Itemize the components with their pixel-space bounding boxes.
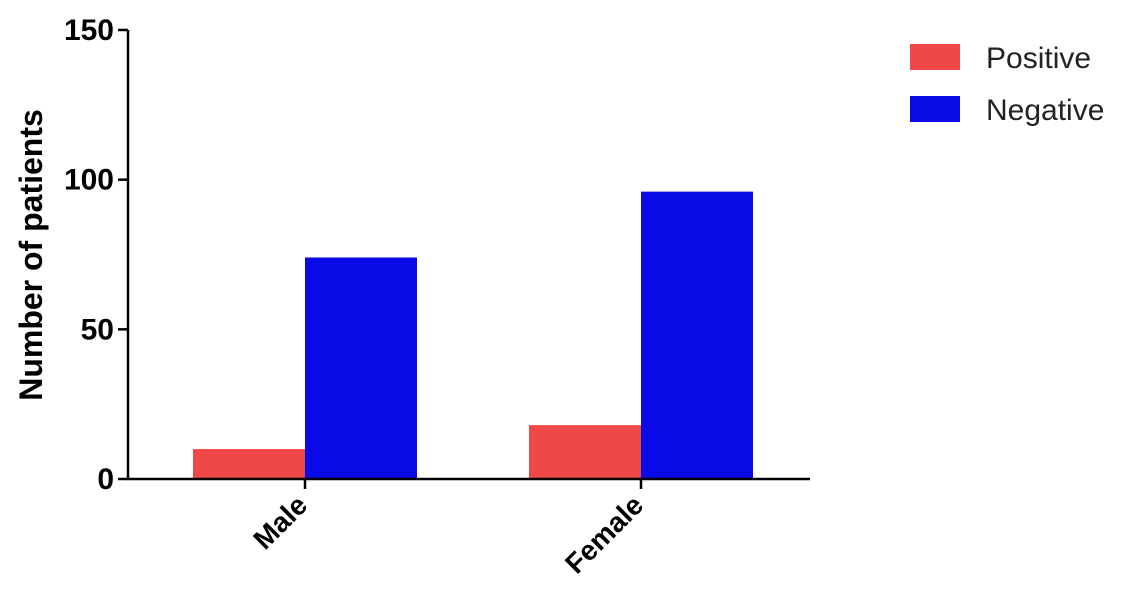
y-tick-label: 100 bbox=[64, 164, 114, 197]
bar-positive-female bbox=[529, 425, 641, 479]
legend-label-negative: Negative bbox=[986, 94, 1104, 127]
bars-group bbox=[193, 191, 753, 479]
bar-negative-male bbox=[305, 257, 417, 479]
bar-positive-male bbox=[193, 449, 305, 479]
y-tick-label: 0 bbox=[97, 463, 114, 496]
x-category-label-female: Female bbox=[559, 489, 649, 579]
legend-swatch-negative bbox=[910, 96, 960, 122]
bar-negative-female bbox=[641, 191, 753, 479]
x-category-group: Male Female bbox=[247, 479, 649, 579]
axes-group bbox=[126, 30, 810, 481]
legend-swatch-positive bbox=[910, 44, 960, 70]
y-tick-label: 150 bbox=[64, 14, 114, 47]
y-tick-group: 0 50 100 150 bbox=[64, 14, 128, 496]
x-category-label-male: Male bbox=[247, 489, 313, 555]
y-axis-title: Number of patients bbox=[13, 109, 49, 401]
y-tick-label: 50 bbox=[81, 313, 114, 346]
legend: Positive Negative bbox=[910, 42, 1104, 127]
legend-label-positive: Positive bbox=[986, 42, 1091, 75]
